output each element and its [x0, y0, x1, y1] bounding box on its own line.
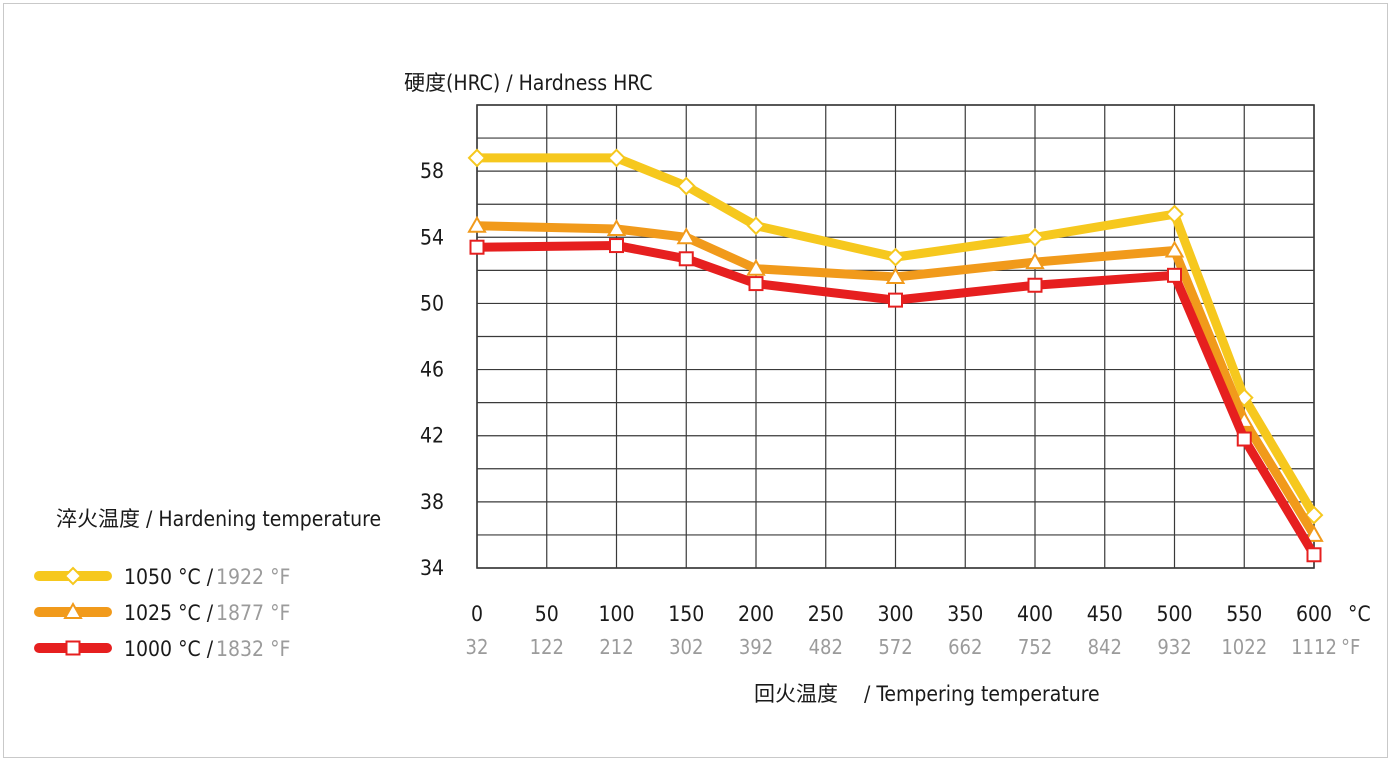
x-tick-label-f: 662 [948, 635, 982, 659]
x-tick-label-f: 842 [1088, 635, 1122, 659]
data-point-diamond [607, 148, 626, 168]
x-tick-label-c: 350 [947, 602, 983, 626]
legend-label-f: 1922 °F [216, 565, 290, 589]
legend-item: 1025 °C /1877 °F [34, 601, 290, 625]
data-point-diamond [746, 216, 766, 236]
x-tick-label-f: 572 [878, 635, 912, 659]
data-point-square [678, 251, 694, 267]
y-axis-title: 硬度(HRC) / Hardness HRC [404, 71, 653, 95]
data-point-diamond [1165, 204, 1184, 224]
data-point-diamond [63, 566, 83, 586]
data-point-triangle [746, 258, 766, 276]
x-tick-label-f: 1022 [1221, 635, 1267, 659]
data-point-square [888, 292, 903, 308]
data-point-triangle [606, 219, 627, 237]
x-tick-label-f: 752 [1018, 635, 1052, 659]
x-unit-f: °F [1341, 635, 1360, 659]
y-tick-label: 42 [420, 424, 444, 448]
data-point-diamond [676, 176, 696, 196]
y-tick-label: 38 [420, 490, 444, 514]
legend: 淬火温度 / Hardening temperature 1050 °C /192… [34, 507, 381, 661]
x-tick-label-c: 600 [1296, 602, 1332, 626]
x-tick-label-c: 400 [1017, 602, 1053, 626]
data-point-triangle [1025, 252, 1045, 270]
grid-lines [476, 104, 1315, 569]
legend-label-f: 1877 °F [216, 601, 290, 625]
legend-label-c: 1050 °C / [124, 565, 214, 589]
x-tick-label-c: 500 [1156, 602, 1192, 626]
x-tick-label-f: 392 [739, 635, 773, 659]
data-point-triangle [1164, 240, 1185, 258]
legend-item: 1050 °C /1922 °F [34, 565, 290, 589]
data-point-square [1167, 267, 1182, 283]
data-point-triangle [885, 266, 906, 284]
x-tick-label-f: 212 [599, 635, 633, 659]
x-tick-label-c: 100 [598, 602, 634, 626]
data-point-triangle [63, 601, 83, 619]
x-tick-label-f: 482 [809, 635, 843, 659]
x-tick-label-c: 150 [668, 602, 704, 626]
data-point-diamond [1304, 505, 1324, 525]
x-unit-c: °C [1348, 602, 1371, 626]
series-diamond [467, 148, 1324, 525]
x-axis-title-en: / Tempering temperature [864, 682, 1100, 706]
y-tick-label: 34 [420, 556, 444, 580]
x-tick-label-c: 200 [738, 602, 774, 626]
data-point-square [469, 239, 485, 255]
data-point-square [1306, 547, 1322, 563]
data-point-diamond [886, 247, 905, 267]
data-point-triangle [1304, 524, 1324, 542]
x-tick-label-f: 932 [1157, 635, 1191, 659]
x-tick-label-c: 450 [1087, 602, 1123, 626]
x-tick-label-c: 250 [808, 602, 844, 626]
legend-label-c: 1025 °C / [124, 601, 214, 625]
x-tick-label-c: 0 [471, 602, 483, 626]
data-point-diamond [1025, 227, 1045, 247]
data-point-square [65, 640, 81, 656]
x-tick-label-f: 1112 [1291, 635, 1337, 659]
series-triangle [467, 215, 1324, 542]
hardness-tempering-chart: 34 38 42 46 50 54 58 0 32 50 122 100 212 150 302 200 392… [34, 71, 1371, 706]
data-point-square [609, 238, 624, 254]
data-point-diamond [467, 148, 487, 168]
data-point-triangle [467, 215, 487, 233]
legend-title: 淬火温度 / Hardening temperature [56, 507, 381, 531]
legend-label-f: 1832 °F [216, 637, 290, 661]
data-point-triangle [676, 227, 696, 245]
data-point-square [1236, 431, 1252, 447]
y-tick-label: 54 [420, 225, 444, 249]
x-axis-title-cn: 回火温度 [754, 682, 838, 706]
x-tick-label-c: 50 [535, 602, 559, 626]
series-layer [467, 148, 1324, 563]
y-tick-label: 46 [420, 358, 444, 382]
chart-frame: 34 38 42 46 50 54 58 0 32 50 122 100 212 150 302 200 392… [3, 3, 1388, 758]
x-tick-label-f: 302 [669, 635, 703, 659]
x-tick-label-c: 550 [1226, 602, 1262, 626]
x-tick-label-f: 32 [466, 635, 489, 659]
data-point-square [1027, 277, 1043, 293]
y-tick-label: 50 [420, 291, 444, 315]
series-square [469, 238, 1322, 563]
x-tick-label-c: 300 [877, 602, 913, 626]
legend-item: 1000 °C /1832 °F [34, 637, 290, 661]
y-tick-label: 58 [420, 159, 444, 183]
legend-label-c: 1000 °C / [124, 637, 214, 661]
data-point-square [748, 276, 764, 292]
x-tick-label-f: 122 [530, 635, 564, 659]
axis-labels: 34 38 42 46 50 54 58 0 32 50 122 100 212 150 302 200 392… [404, 71, 1371, 706]
